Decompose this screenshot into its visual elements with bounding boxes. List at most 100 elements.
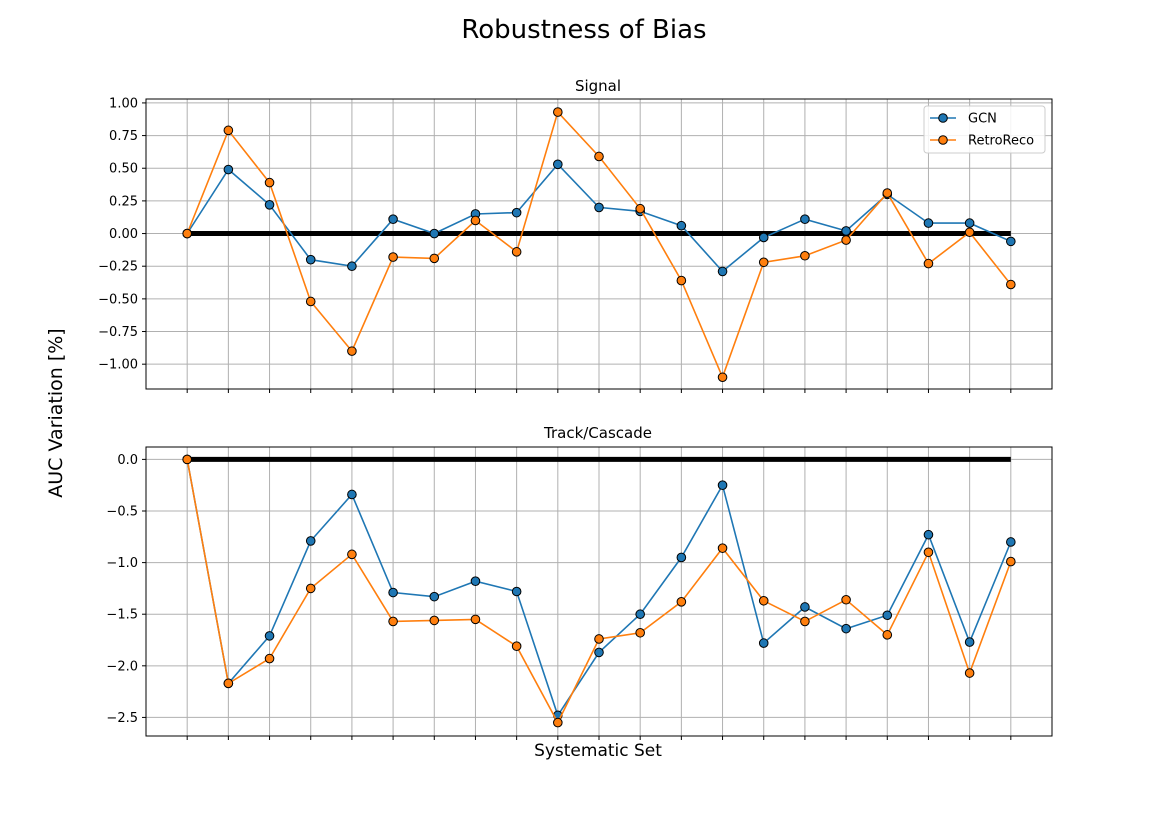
- data-point-gcn: [347, 489, 357, 500]
- data-point-retroreco: [347, 346, 357, 356]
- legend-marker-retroreco: [938, 135, 948, 145]
- data-point-retroreco: [923, 258, 934, 269]
- data-point-retroreco: [511, 641, 522, 652]
- legend-label-gcn: GCN: [968, 112, 997, 127]
- y-tick-label: 0.0: [117, 453, 138, 468]
- data-point-gcn: [635, 609, 645, 620]
- y-tick-label: 0.75: [109, 129, 138, 144]
- data-point-retroreco: [882, 188, 893, 198]
- data-point-retroreco: [964, 227, 975, 238]
- data-point-retroreco: [1006, 279, 1016, 290]
- panel-signal: Signal 1.00 0.75 0.50 0.25 0.00 −0.25 −0.50 −0.…: [98, 77, 1053, 393]
- data-point-retroreco: [429, 615, 440, 626]
- data-point-gcn: [511, 586, 522, 597]
- y-tick-label: −2.5: [106, 711, 138, 726]
- data-point-gcn: [305, 536, 316, 546]
- data-point-gcn: [264, 200, 275, 210]
- y-tick-label: −1.00: [98, 358, 138, 373]
- data-point-gcn: [758, 638, 769, 648]
- data-point-gcn: [223, 164, 234, 175]
- data-point-gcn: [594, 202, 604, 213]
- data-point-retroreco: [388, 252, 398, 262]
- data-point-retroreco: [1006, 556, 1016, 567]
- data-point-retroreco: [553, 107, 563, 117]
- data-point-gcn: [511, 207, 522, 218]
- data-point-gcn: [470, 576, 481, 586]
- axis-ticks: 1.00 0.75 0.50 0.25 0.00 −0.25 −0.50 −0.75 −1.00: [98, 96, 1012, 393]
- data-point-gcn: [758, 232, 769, 243]
- data-point-retroreco: [758, 595, 769, 606]
- data-point-retroreco: [223, 678, 234, 689]
- data-point-gcn: [882, 610, 893, 621]
- y-tick-label: −0.25: [98, 260, 138, 275]
- data-point-retroreco: [470, 215, 481, 226]
- data-point-gcn: [347, 261, 357, 272]
- data-point-retroreco: [182, 228, 192, 239]
- data-point-gcn: [388, 587, 398, 598]
- y-tick-label: 1.00: [109, 96, 138, 111]
- data-point-gcn: [717, 480, 728, 490]
- legend: GCN RetroReco: [923, 105, 1046, 154]
- data-point-retroreco: [388, 616, 398, 627]
- data-point-gcn: [594, 647, 604, 658]
- data-point-gcn: [923, 529, 934, 540]
- data-point-gcn: [429, 228, 440, 239]
- y-tick-label: −0.75: [98, 325, 138, 340]
- x-axis-label: Systematic Set: [534, 741, 662, 761]
- data-point-retroreco: [800, 250, 810, 261]
- data-point-retroreco: [264, 653, 275, 664]
- data-point-retroreco: [264, 177, 275, 188]
- data-point-retroreco: [717, 543, 728, 553]
- data-point-retroreco: [223, 125, 234, 136]
- data-point-retroreco: [553, 717, 563, 728]
- data-point-retroreco: [594, 634, 604, 644]
- data-point-retroreco: [429, 253, 440, 264]
- y-tick-label: −1.5: [106, 608, 138, 623]
- axes-frame: [145, 98, 1053, 390]
- y-tick-label: 0.25: [109, 194, 138, 209]
- data-point-retroreco: [964, 668, 975, 678]
- legend-marker-gcn: [938, 113, 948, 123]
- data-point-retroreco: [800, 616, 810, 627]
- data-point-gcn: [923, 218, 934, 228]
- axis-ticks: 0.0 −0.5 −1.0 −1.5 −2.0 −2.5: [106, 453, 1012, 740]
- data-point-gcn: [841, 623, 851, 634]
- data-point-gcn: [1006, 236, 1016, 247]
- data-point-gcn: [964, 218, 975, 228]
- data-point-gcn: [1006, 537, 1016, 547]
- data-point-retroreco: [676, 275, 687, 286]
- data-point-gcn: [717, 266, 728, 277]
- data-point-retroreco: [923, 547, 934, 558]
- y-tick-label: −0.5: [106, 504, 138, 519]
- data-point-retroreco: [470, 614, 481, 625]
- y-tick-label: −0.50: [98, 292, 138, 307]
- data-point-gcn: [676, 552, 687, 563]
- data-point-retroreco: [758, 257, 769, 268]
- data-point-gcn: [800, 602, 810, 612]
- data-point-retroreco: [841, 235, 851, 245]
- panel-title-track-cascade: Track/Cascade: [543, 424, 652, 442]
- y-tick-label: −1.0: [106, 556, 138, 571]
- data-point-gcn: [964, 637, 975, 647]
- panel-track-cascade: Track/Cascade 0.0 −0.5 −1.0 −1.5 −2.0 −2.5: [106, 424, 1053, 740]
- data-point-retroreco: [511, 247, 522, 257]
- y-tick-label: 0.50: [109, 162, 138, 177]
- data-point-retroreco: [347, 549, 357, 560]
- data-point-gcn: [553, 159, 563, 170]
- legend-label-retroreco: RetroReco: [968, 134, 1034, 149]
- data-point-retroreco: [635, 203, 645, 214]
- data-point-gcn: [264, 631, 275, 641]
- data-point-gcn: [800, 214, 810, 224]
- data-point-retroreco: [182, 454, 192, 465]
- data-point-gcn: [841, 226, 851, 236]
- y-tick-label: −2.0: [106, 659, 138, 674]
- data-point-retroreco: [305, 296, 316, 307]
- data-point-gcn: [305, 254, 316, 265]
- data-point-retroreco: [676, 597, 687, 607]
- figure-title: Robustness of Bias: [461, 15, 706, 45]
- y-tick-label: 0.00: [109, 227, 138, 242]
- data-point-retroreco: [594, 151, 604, 162]
- data-point-gcn: [388, 214, 398, 224]
- data-point-gcn: [429, 591, 440, 602]
